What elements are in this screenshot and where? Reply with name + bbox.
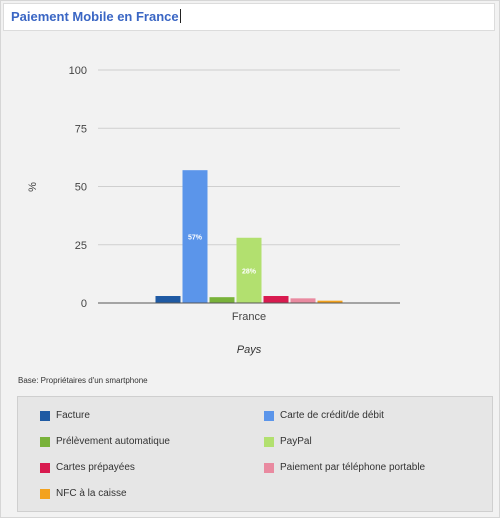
bar-5	[263, 296, 289, 303]
legend-label: Facture	[56, 410, 90, 421]
legend-item: Prélèvement automatique	[40, 436, 170, 447]
legend-swatch	[40, 410, 50, 421]
legend-swatch	[264, 410, 274, 421]
legend-label: Carte de crédit/de débit	[280, 410, 384, 421]
title-input[interactable]: Paiement Mobile en France	[3, 3, 495, 31]
x-axis-label: Pays	[237, 344, 262, 356]
y-tick-label: 25	[75, 240, 87, 252]
bar-6	[290, 298, 316, 303]
legend-label: NFC à la caisse	[56, 488, 127, 499]
bar-2	[182, 170, 208, 303]
legend-item: PayPal	[264, 436, 312, 447]
legend-label: PayPal	[280, 436, 312, 447]
y-axis-label: %	[27, 182, 39, 192]
legend-label: Cartes prépayées	[56, 462, 135, 473]
y-tick-label: 100	[69, 65, 87, 77]
bar-4	[236, 237, 262, 303]
data-label: 28%	[242, 268, 257, 275]
x-tick-label: France	[232, 311, 266, 323]
bar-3	[209, 297, 235, 303]
legend-item: Paiement par téléphone portable	[264, 462, 425, 473]
legend-label: Paiement par téléphone portable	[280, 462, 426, 473]
legend-swatch	[264, 436, 274, 447]
legend-swatch	[40, 436, 50, 447]
text-caret	[179, 9, 181, 23]
y-tick-label: 50	[75, 182, 87, 194]
chart-title: Paiement Mobile en France	[11, 9, 181, 24]
y-tick-label: 0	[81, 298, 87, 310]
legend-label: Prélèvement automatique	[56, 436, 170, 447]
y-tick-label: 75	[75, 123, 87, 135]
legend-swatch	[40, 488, 50, 499]
legend-item: NFC à la caisse	[40, 488, 127, 499]
bar-1	[155, 296, 181, 303]
legend-item: Carte de crédit/de débit	[264, 410, 384, 421]
legend-item: Facture	[40, 410, 90, 421]
data-label: 57%	[188, 235, 203, 242]
legend-swatch	[264, 462, 274, 473]
base-note: Base: Propriétaires d'un smartphone	[18, 376, 148, 385]
legend: Facture Carte de crédit/de débit Prélèveme…	[17, 396, 493, 512]
legend-item: Cartes prépayées	[40, 462, 135, 473]
bar-chart: 0 25 50 75 100% 57% 28% France Pays	[27, 65, 400, 356]
bar-7	[317, 300, 343, 303]
legend-swatch	[40, 462, 50, 473]
